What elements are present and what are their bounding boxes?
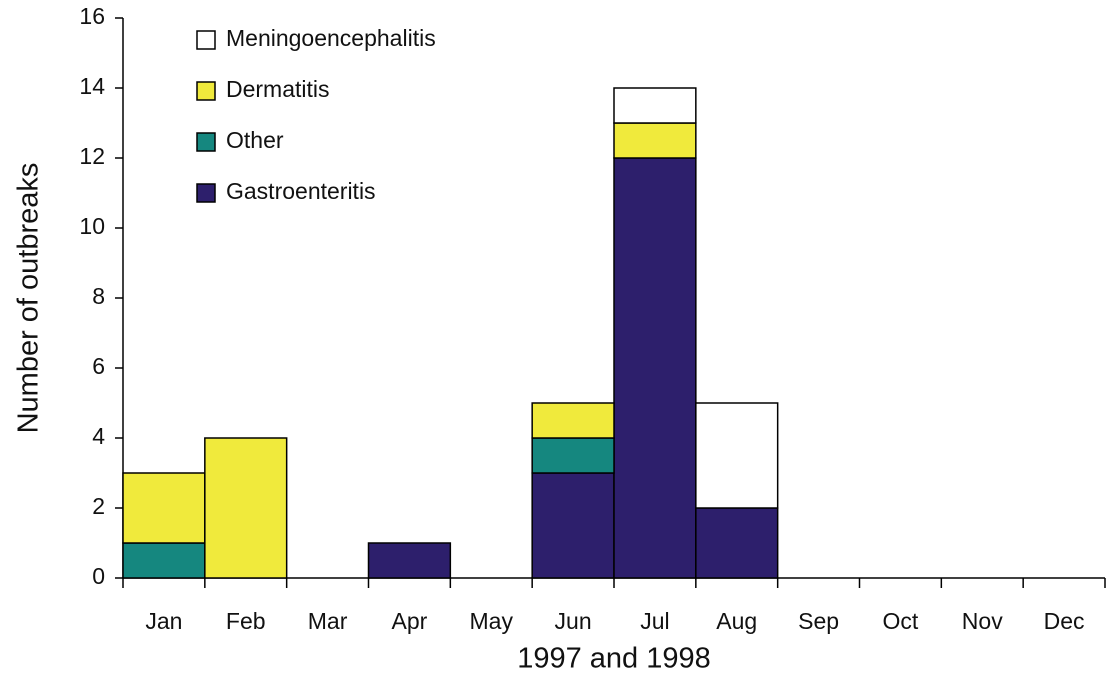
bar-segment: [695, 402, 779, 509]
y-tick-label: 6: [92, 353, 105, 379]
legend-swatch: [196, 132, 216, 152]
x-axis-title: 1997 and 1998: [517, 643, 711, 675]
bar-segment: [695, 507, 779, 579]
y-axis-title: Number of outbreaks: [13, 163, 45, 434]
bar-segment: [613, 87, 697, 124]
bar-segment: [531, 472, 615, 579]
x-tick-label: Apr: [392, 608, 428, 634]
x-tick-label: May: [470, 608, 514, 634]
y-tick-label: 0: [92, 563, 105, 589]
legend-label: Other: [226, 127, 284, 153]
bar-segment: [531, 437, 615, 474]
legend-swatch: [196, 30, 216, 50]
x-tick-label: Sep: [798, 608, 839, 634]
y-tick-label: 16: [79, 3, 105, 29]
x-tick-label: Jan: [145, 608, 182, 634]
legend-label: Gastroenteritis: [226, 178, 376, 204]
x-tick-label: Jun: [555, 608, 592, 634]
x-tick-label: Aug: [716, 608, 757, 634]
bar-segment: [613, 122, 697, 159]
x-tick-label: Jul: [640, 608, 669, 634]
bar-segment: [122, 472, 206, 544]
legend-label: Dermatitis: [226, 76, 330, 102]
x-tick-label: Mar: [308, 608, 348, 634]
bar-segment: [613, 157, 697, 579]
x-tick-label: Dec: [1044, 608, 1085, 634]
legend-label: Meningoencephalitis: [226, 25, 436, 51]
x-tick-label: Feb: [226, 608, 266, 634]
legend-swatch: [196, 81, 216, 101]
x-tick-label: Oct: [883, 608, 919, 634]
bar-segment: [531, 402, 615, 439]
y-tick-label: 12: [79, 143, 105, 169]
bar-segment: [204, 437, 288, 579]
x-tick-label: Nov: [962, 608, 1003, 634]
y-tick-label: 14: [79, 73, 105, 99]
y-tick-label: 10: [79, 213, 105, 239]
legend-swatch: [196, 183, 216, 203]
bar-segment: [122, 542, 206, 579]
y-tick-label: 8: [92, 283, 105, 309]
bar-segment: [367, 542, 452, 579]
y-tick-label: 4: [92, 423, 105, 449]
y-tick-label: 2: [92, 493, 105, 519]
